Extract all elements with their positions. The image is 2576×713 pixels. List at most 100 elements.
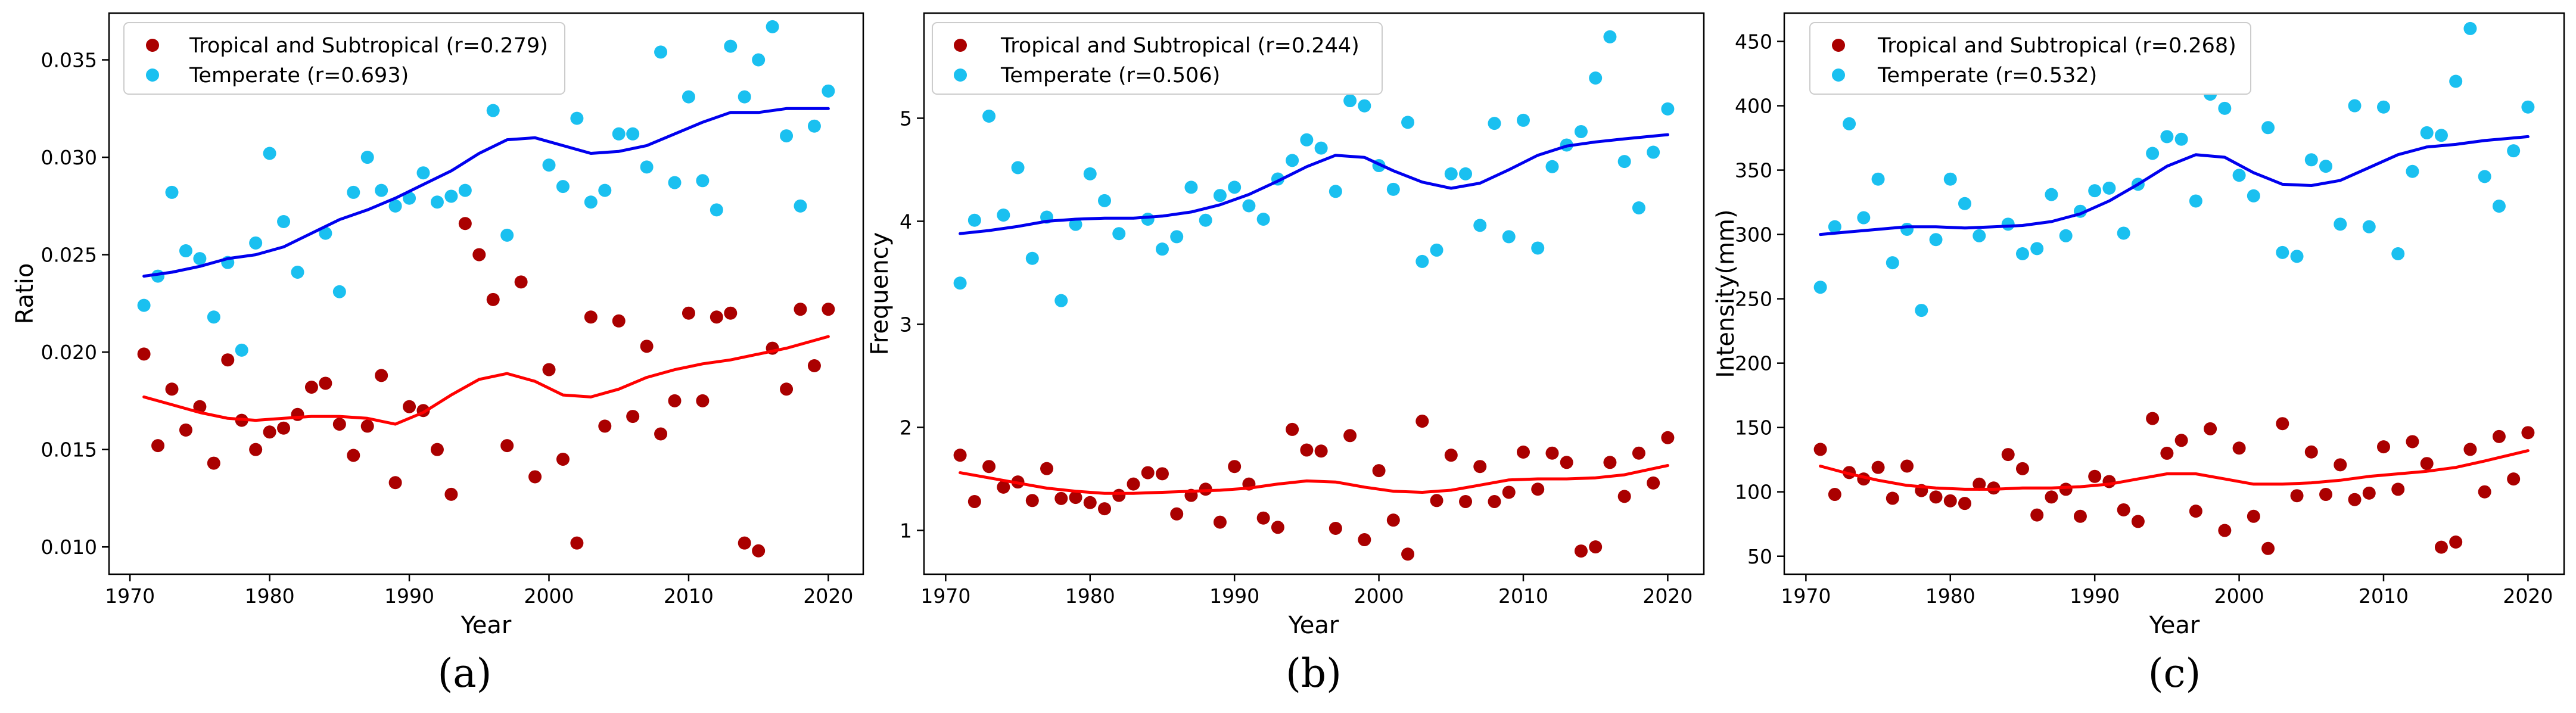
panel-c-tropical-point <box>2088 469 2102 483</box>
panel-c-temperate-point <box>2117 226 2130 240</box>
panel-c-ylabel: Intensity(mm) <box>1712 209 1740 378</box>
panel-c-temperate-point <box>2015 247 2029 261</box>
panel-a-temperate-point <box>794 199 807 213</box>
panel-b-tropical-point <box>1632 446 1645 460</box>
panel-c-temperate-point <box>2420 126 2434 139</box>
panel-b-temperate-point <box>1488 117 1501 130</box>
panel-c-temperate-point <box>1958 197 1972 210</box>
panel-a-temperate-point <box>403 191 416 205</box>
panel-c-tropical-point <box>2376 440 2390 454</box>
panel-a-tropical-point <box>151 439 165 453</box>
panel-a-legend-label-tropical: Tropical and Subtropical (r=0.279) <box>189 34 548 58</box>
panel-c-tropical-point <box>2449 535 2463 549</box>
panel-a-tropical-point <box>249 443 263 456</box>
panel-b-temperate-point <box>1531 241 1545 255</box>
panel-b-xtick-label: 2020 <box>1642 584 1693 608</box>
panel-c-tropical-point <box>2160 446 2174 460</box>
panel-c-ytick-label: 100 <box>1735 481 1772 504</box>
panel-a-temperate-point <box>291 266 304 279</box>
panel-a-tropical-point <box>388 476 402 490</box>
panel-b-temperate-point <box>1430 243 1443 257</box>
panel-b-temperate-point <box>1473 219 1487 232</box>
panel-a-plot-area: 1970 1980 1990 2000 2010 2020 0.010 0.015 0.020 0… <box>41 20 853 608</box>
panel-a-temperate-point <box>626 127 640 141</box>
panel-b-tropical-point <box>1560 456 1573 469</box>
panel-c-temperate-trend-line <box>1819 135 2530 236</box>
panel-c-temperate-point <box>2334 217 2347 231</box>
panel-a-temperate-point <box>570 111 584 125</box>
panel-b-temperate-point <box>1589 71 1603 85</box>
panel-c-temperate-point <box>2146 147 2160 160</box>
panel-b-temperate-point <box>1647 145 1660 159</box>
panel-b-temperate-point <box>1228 180 1242 194</box>
panel-a-tropical-point <box>486 292 500 306</box>
panel-b-caption: (b) <box>1286 650 1342 696</box>
panel-b-tropical-point <box>1372 464 1386 478</box>
panel-b-temperate-point <box>1516 113 1530 127</box>
panel-c-temperate-point <box>2088 184 2102 198</box>
panel-c-caption: (c) <box>2148 650 2201 696</box>
panel-b-temperate-point <box>982 110 996 123</box>
panel-c-temperate-point <box>2406 164 2419 178</box>
panel-a-xtick-label: 1990 <box>384 584 434 608</box>
panel-a-tropical-point <box>179 423 192 437</box>
panel-b-ytick-label: 3 <box>900 313 912 336</box>
panel-c-legend-marker-tropical <box>1832 39 1845 52</box>
panel-a-caption: (a) <box>438 650 492 696</box>
panel-b-legend-label-tropical: Tropical and Subtropical (r=0.244) <box>1000 34 1359 58</box>
panel-c-temperate-point <box>2434 129 2448 142</box>
panel-c-tropical-point <box>2304 445 2318 459</box>
panel-c-temperate-point <box>2218 101 2232 115</box>
panel-a-tropical-point <box>137 347 151 361</box>
panel-a-temperate-point <box>332 285 346 298</box>
panel-a-tropical-point <box>514 275 528 289</box>
panel-a-tropical-point <box>822 303 835 316</box>
panel-c-tropical-point <box>2247 509 2260 523</box>
panel-a-tropical-point <box>640 340 654 353</box>
panel-b-xtick-label: 1970 <box>920 584 970 608</box>
panel-b-tropical-point <box>1329 522 1342 535</box>
panel-c-temperate-point <box>2247 189 2260 203</box>
panel-c-xtick-label: 1980 <box>1925 584 1975 608</box>
panel-a-temperate-point <box>375 183 388 197</box>
panel-b-tropical-point <box>997 480 1010 494</box>
panel-b-temperate-point <box>1415 254 1429 268</box>
panel-b-temperate-point <box>1155 242 1169 256</box>
panel-c-tropical-point <box>2406 435 2419 449</box>
panel-b-tropical-point <box>1617 490 1631 503</box>
panel-b-xtick-label: 2010 <box>1498 584 1548 608</box>
panel-b-axes-frame <box>923 12 1705 575</box>
panel-c-temperate-point <box>2290 250 2304 263</box>
panel-c-legend-label-temperate: Temperate (r=0.532) <box>1877 64 2097 88</box>
panel-c-tropical-point <box>2521 426 2535 440</box>
panel-a-legend-label-temperate: Temperate (r=0.693) <box>189 64 409 88</box>
panel-c-temperate-point <box>1813 281 1827 294</box>
panel-b-tropical-point <box>1127 477 1140 491</box>
panel-a-ytick-label: 0.020 <box>41 341 97 364</box>
panel-c-tropical-point <box>2059 482 2073 496</box>
panel-c-tropical-point <box>2204 422 2217 435</box>
panel-c-tropical-point <box>2290 489 2304 503</box>
panel-a-tropical-point <box>584 310 598 324</box>
panel-b-temperate-point <box>1343 94 1357 108</box>
panel-c-tropical-point <box>2319 488 2333 502</box>
panel-a-temperate-point <box>556 180 570 194</box>
panel-c-tropical-point <box>2102 475 2116 488</box>
panel-a-tropical-point <box>444 487 458 501</box>
panel-a-temperate-trend-line <box>142 107 830 278</box>
panel-c-temperate-point <box>2045 188 2058 201</box>
panel-b-tropical-point <box>1141 466 1155 480</box>
panel-b-ytick-label: 5 <box>900 107 912 130</box>
panel-b-tropical-point <box>1199 482 1212 496</box>
panel-c-tropical-point <box>2218 524 2232 537</box>
panel-b-tropical-point <box>1213 515 1227 529</box>
panel-b-legend-marker-tropical <box>954 39 967 52</box>
panel-b-tropical-point <box>1502 485 1516 499</box>
panel-a-temperate-point <box>263 147 276 160</box>
panel-a-temperate-point <box>668 176 682 189</box>
panel-c-temperate-point <box>2507 144 2521 158</box>
panel-c-temperate-point <box>1843 117 1856 130</box>
panel-c-tropical-point <box>1973 477 1986 491</box>
panel-c-temperate-point <box>2362 220 2376 233</box>
